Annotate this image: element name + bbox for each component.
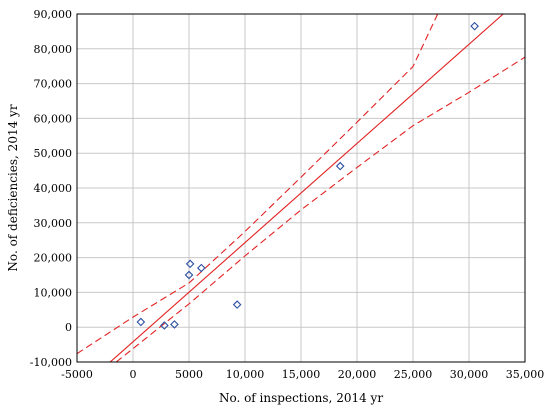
data-point (197, 263, 206, 273)
data-point (136, 317, 146, 327)
y-tick-label: 60,000 (34, 112, 73, 125)
x-tick-label: 35,000 (506, 368, 545, 381)
data-point (470, 21, 479, 31)
plot-frame (76, 13, 526, 363)
data-point (160, 321, 169, 330)
data-point (232, 300, 242, 309)
x-tick-label: -5000 (61, 368, 93, 381)
y-tick-label: 80,000 (34, 43, 73, 56)
y-tick-label: 10,000 (34, 286, 73, 299)
y-tick-labels: -10,000 0 10,000 20,000 30,000 40,000 50,000 60… (30, 8, 72, 369)
data-point (184, 270, 194, 280)
y-tick-label: 90,000 (34, 8, 73, 21)
fit-line-layer (109, 14, 505, 362)
x-tick-label: 10,000 (226, 368, 265, 381)
confidence-band-upper (77, 14, 439, 355)
x-tick-label: 25,000 (394, 368, 433, 381)
data-point (185, 259, 195, 269)
y-tick-label: 40,000 (34, 182, 73, 195)
grid-layer (77, 14, 525, 362)
y-tick-label: 30,000 (34, 217, 73, 230)
y-tick-label: -10,000 (30, 356, 72, 369)
x-tick-label: 5000 (175, 368, 203, 381)
x-axis-label: No. of inspections, 2014 yr (219, 391, 383, 405)
data-point (335, 161, 345, 171)
x-tick-label: 15,000 (282, 368, 321, 381)
y-tick-label: 50,000 (34, 147, 73, 160)
x-tick-label: 30,000 (450, 368, 489, 381)
data-points-layer (136, 21, 479, 330)
confidence-band-layer (77, 14, 525, 362)
fit-line (109, 14, 505, 362)
y-axis-label: No. of deficiencies, 2014 yr (6, 104, 20, 271)
y-tick-label: 0 (65, 321, 72, 334)
confidence-band-lower (115, 56, 525, 362)
x-tick-labels: -5000 0 5000 10,000 15,000 20,000 25,000 30,000… (61, 368, 544, 381)
x-tick-label: 0 (130, 368, 137, 381)
y-tick-label: 70,000 (34, 78, 73, 91)
x-tick-label: 20,000 (338, 368, 377, 381)
y-tick-label: 20,000 (34, 252, 73, 265)
data-point (170, 320, 179, 329)
